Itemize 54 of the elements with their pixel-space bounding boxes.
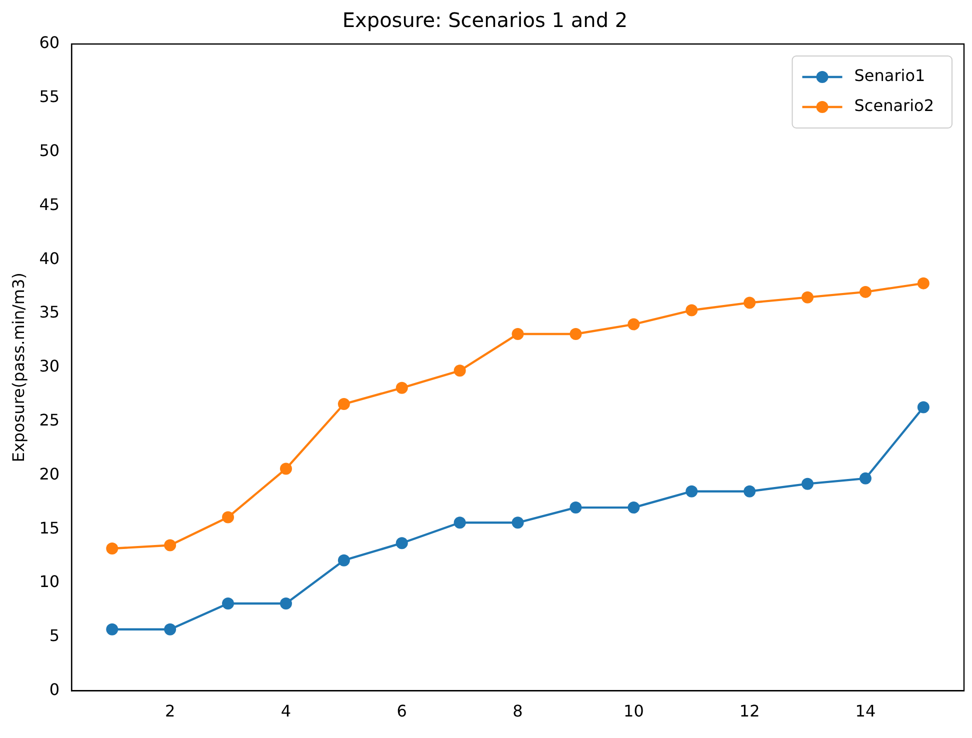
y-tick-label: 0 — [49, 680, 60, 699]
legend-label: Scenario2 — [854, 96, 934, 116]
y-tick-label: 55 — [39, 87, 60, 106]
point — [338, 398, 350, 410]
x-tick-label: 14 — [855, 702, 876, 721]
y-tick-label: 40 — [39, 248, 60, 268]
point — [396, 382, 408, 394]
y-tick-label: 25 — [39, 410, 60, 430]
point — [859, 286, 872, 298]
point — [338, 554, 350, 566]
point — [802, 478, 814, 490]
x-tick-label: 4 — [280, 702, 292, 721]
y-tick-label: 20 — [39, 464, 60, 484]
y-axis-title: Exposure(pass.min/m3) — [8, 272, 28, 462]
point — [917, 401, 930, 414]
x-tick-label: 2 — [164, 702, 176, 721]
point — [280, 597, 292, 610]
point — [686, 485, 698, 498]
x-tick-label: 10 — [624, 702, 644, 721]
y-tick-label: 35 — [39, 302, 60, 322]
point — [396, 537, 408, 550]
y-tick-label: 50 — [39, 140, 60, 160]
point — [744, 485, 756, 498]
point — [802, 291, 814, 304]
point — [744, 296, 756, 309]
x-tick-label: 8 — [512, 702, 523, 721]
point — [917, 277, 930, 290]
point — [570, 502, 582, 514]
point — [859, 472, 872, 484]
x-tick-label: 6 — [396, 702, 407, 721]
legend-label: Senario1 — [854, 66, 926, 86]
point — [454, 364, 466, 377]
point — [164, 623, 176, 636]
point — [106, 623, 118, 636]
point — [686, 304, 698, 316]
y-tick-label: 45 — [39, 194, 60, 214]
chart-title: Exposure: Scenarios 1 and 2 — [342, 8, 628, 32]
point — [106, 542, 118, 555]
point — [222, 597, 234, 610]
y-tick-label: 10 — [39, 572, 60, 592]
point — [628, 502, 640, 514]
y-tick-label: 5 — [49, 626, 60, 646]
point — [512, 328, 524, 340]
y-tick-label: 15 — [39, 518, 60, 538]
point — [512, 516, 524, 529]
point — [222, 511, 234, 524]
point — [164, 539, 176, 552]
y-tick-label: 60 — [39, 33, 60, 52]
x-tick-label: 12 — [739, 702, 760, 721]
point — [454, 516, 466, 529]
point — [628, 318, 640, 330]
y-tick-label: 30 — [39, 356, 60, 376]
point — [280, 462, 292, 475]
point — [570, 328, 582, 340]
